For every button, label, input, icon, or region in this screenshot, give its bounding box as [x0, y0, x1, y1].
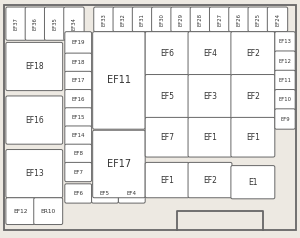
FancyBboxPatch shape	[152, 7, 172, 32]
Text: EF18: EF18	[25, 62, 44, 71]
FancyBboxPatch shape	[275, 89, 295, 110]
FancyBboxPatch shape	[188, 162, 232, 198]
FancyBboxPatch shape	[145, 162, 189, 198]
Text: EF11: EF11	[278, 78, 292, 83]
FancyBboxPatch shape	[188, 117, 232, 157]
Text: EF28: EF28	[198, 13, 203, 26]
Text: EF2: EF2	[246, 49, 260, 58]
FancyBboxPatch shape	[188, 32, 232, 76]
FancyBboxPatch shape	[25, 7, 46, 40]
FancyBboxPatch shape	[65, 184, 92, 203]
FancyBboxPatch shape	[171, 7, 191, 32]
Text: EF2: EF2	[246, 92, 260, 101]
Text: EF1: EF1	[246, 133, 260, 142]
FancyBboxPatch shape	[275, 70, 295, 91]
Text: EF12: EF12	[13, 209, 28, 214]
FancyBboxPatch shape	[267, 7, 288, 32]
Text: EF8: EF8	[73, 151, 83, 156]
Text: EF36: EF36	[33, 17, 38, 30]
Text: EF4: EF4	[127, 191, 137, 196]
Text: EF14: EF14	[71, 133, 85, 138]
FancyBboxPatch shape	[145, 32, 189, 76]
Text: EF18: EF18	[71, 60, 85, 65]
Text: EF12: EF12	[278, 59, 292, 64]
FancyBboxPatch shape	[65, 89, 92, 109]
Text: EF27: EF27	[217, 13, 222, 26]
FancyBboxPatch shape	[145, 74, 189, 119]
Text: EF3: EF3	[203, 92, 217, 101]
FancyBboxPatch shape	[65, 162, 92, 182]
Text: EF11: EF11	[107, 75, 131, 85]
Text: EF1: EF1	[160, 176, 174, 185]
FancyBboxPatch shape	[231, 117, 275, 157]
FancyBboxPatch shape	[190, 7, 211, 32]
FancyBboxPatch shape	[248, 7, 268, 32]
FancyBboxPatch shape	[64, 7, 84, 40]
Text: EF26: EF26	[236, 13, 242, 26]
Text: EF5: EF5	[100, 191, 110, 196]
Text: EF17: EF17	[71, 79, 85, 84]
FancyBboxPatch shape	[94, 7, 114, 32]
FancyBboxPatch shape	[209, 7, 230, 32]
FancyBboxPatch shape	[275, 109, 295, 129]
FancyBboxPatch shape	[188, 74, 232, 119]
Text: EF17: EF17	[107, 159, 131, 169]
FancyBboxPatch shape	[6, 198, 35, 224]
FancyBboxPatch shape	[65, 108, 92, 127]
FancyBboxPatch shape	[65, 126, 92, 145]
FancyBboxPatch shape	[231, 74, 275, 119]
FancyBboxPatch shape	[6, 96, 63, 144]
FancyBboxPatch shape	[65, 32, 92, 54]
FancyBboxPatch shape	[93, 130, 145, 198]
FancyBboxPatch shape	[229, 7, 249, 32]
Text: EF2: EF2	[203, 176, 217, 185]
Text: EF29: EF29	[178, 13, 184, 26]
Text: EF6: EF6	[160, 49, 174, 58]
Text: EF13: EF13	[279, 39, 291, 44]
FancyBboxPatch shape	[145, 117, 189, 157]
Text: EF34: EF34	[71, 17, 76, 30]
FancyBboxPatch shape	[44, 7, 65, 40]
Text: EF9: EF9	[280, 116, 290, 122]
Text: EF35: EF35	[52, 17, 57, 30]
FancyBboxPatch shape	[113, 7, 134, 32]
Text: EF33: EF33	[101, 13, 106, 26]
Text: EF37: EF37	[14, 17, 19, 30]
Text: EF16: EF16	[25, 116, 44, 124]
FancyBboxPatch shape	[93, 32, 145, 129]
Text: EF24: EF24	[275, 13, 280, 26]
FancyBboxPatch shape	[275, 51, 295, 71]
Text: EF30: EF30	[159, 13, 164, 26]
Text: EF10: EF10	[278, 97, 292, 102]
Text: EF7: EF7	[160, 133, 174, 142]
Text: E1: E1	[248, 178, 258, 187]
FancyBboxPatch shape	[65, 71, 92, 91]
Text: EF6: EF6	[73, 191, 83, 196]
Text: EF16: EF16	[71, 97, 85, 102]
Text: EF1: EF1	[203, 133, 217, 142]
Text: EF5: EF5	[160, 92, 174, 101]
Text: ER10: ER10	[40, 209, 56, 214]
FancyBboxPatch shape	[231, 32, 275, 76]
Text: EF7: EF7	[73, 169, 83, 174]
FancyBboxPatch shape	[118, 184, 145, 203]
FancyBboxPatch shape	[6, 7, 26, 40]
Text: EF4: EF4	[203, 49, 217, 58]
Text: EF15: EF15	[71, 115, 85, 120]
FancyBboxPatch shape	[132, 7, 153, 32]
FancyBboxPatch shape	[92, 184, 118, 203]
Text: EF13: EF13	[25, 169, 44, 178]
Text: EF32: EF32	[121, 13, 126, 26]
FancyBboxPatch shape	[34, 198, 63, 224]
FancyBboxPatch shape	[65, 144, 92, 164]
FancyBboxPatch shape	[275, 32, 295, 52]
Text: EF25: EF25	[256, 13, 261, 26]
FancyBboxPatch shape	[6, 42, 63, 91]
FancyBboxPatch shape	[65, 53, 92, 72]
FancyBboxPatch shape	[231, 166, 275, 199]
Text: EF31: EF31	[140, 13, 145, 26]
FancyBboxPatch shape	[6, 149, 63, 198]
Text: EF19: EF19	[71, 40, 85, 45]
